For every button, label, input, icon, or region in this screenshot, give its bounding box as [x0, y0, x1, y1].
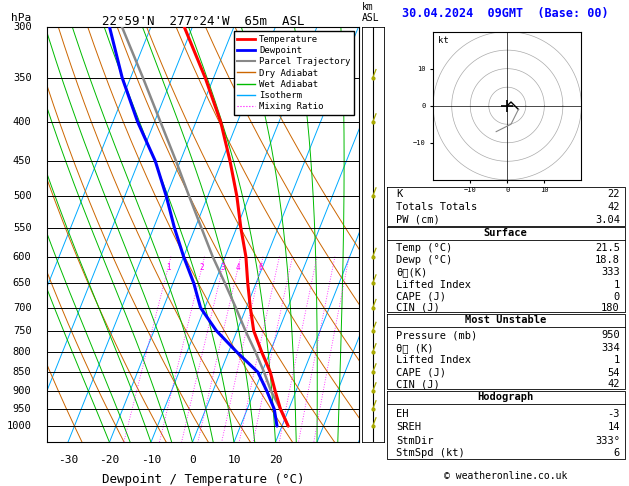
Text: 3: 3 — [220, 263, 225, 272]
Text: 54: 54 — [608, 368, 620, 378]
Text: 1: 1 — [614, 355, 620, 365]
Text: 8: 8 — [362, 73, 367, 83]
Text: Dewp (°C): Dewp (°C) — [396, 255, 453, 265]
Text: 850: 850 — [13, 367, 31, 377]
Text: 6: 6 — [259, 263, 263, 272]
Text: km
ASL: km ASL — [362, 2, 379, 22]
Text: SREH: SREH — [396, 422, 421, 433]
Text: 300: 300 — [13, 22, 31, 32]
Text: -30: -30 — [58, 455, 78, 465]
Text: 10: 10 — [227, 455, 241, 465]
Text: 500: 500 — [13, 191, 31, 201]
Text: Temp (°C): Temp (°C) — [396, 243, 453, 253]
Text: 450: 450 — [13, 156, 31, 166]
Text: 5: 5 — [362, 252, 367, 261]
Text: 22: 22 — [608, 189, 620, 199]
Text: LCL: LCL — [362, 408, 379, 417]
Text: 1: 1 — [362, 395, 367, 405]
Text: θᴄ(K): θᴄ(K) — [396, 267, 428, 278]
Text: EH: EH — [396, 409, 409, 419]
Text: K: K — [396, 189, 403, 199]
Text: 4: 4 — [362, 303, 367, 313]
Text: StmSpd (kt): StmSpd (kt) — [396, 449, 465, 458]
Text: 1000: 1000 — [7, 421, 31, 431]
Text: 4: 4 — [236, 263, 240, 272]
Text: 800: 800 — [13, 347, 31, 357]
Legend: Temperature, Dewpoint, Parcel Trajectory, Dry Adiabat, Wet Adiabat, Isotherm, Mi: Temperature, Dewpoint, Parcel Trajectory… — [234, 31, 354, 115]
Text: StmDir: StmDir — [396, 436, 434, 446]
Text: 18.8: 18.8 — [595, 255, 620, 265]
Text: 950: 950 — [601, 330, 620, 340]
Text: 42: 42 — [608, 202, 620, 211]
Text: -3: -3 — [608, 409, 620, 419]
Text: hPa: hPa — [11, 13, 31, 22]
Text: 350: 350 — [13, 73, 31, 83]
Text: 22°59'N  277°24'W  65m  ASL: 22°59'N 277°24'W 65m ASL — [102, 15, 304, 28]
Text: Dewpoint / Temperature (°C): Dewpoint / Temperature (°C) — [102, 473, 304, 486]
Text: Pressure (mb): Pressure (mb) — [396, 330, 477, 340]
Text: 333°: 333° — [595, 436, 620, 446]
Text: 3.04: 3.04 — [595, 214, 620, 225]
Text: 14: 14 — [608, 422, 620, 433]
Text: Mixing Ratio (g/kg): Mixing Ratio (g/kg) — [402, 179, 412, 290]
Text: CAPE (J): CAPE (J) — [396, 292, 447, 302]
Text: 3: 3 — [362, 347, 367, 357]
Text: 7: 7 — [362, 117, 367, 127]
Text: 6: 6 — [614, 449, 620, 458]
Text: 900: 900 — [13, 386, 31, 396]
Text: CIN (J): CIN (J) — [396, 379, 440, 389]
Text: Surface: Surface — [484, 228, 528, 238]
Text: 2: 2 — [199, 263, 204, 272]
Text: 42: 42 — [608, 379, 620, 389]
Text: -10: -10 — [141, 455, 161, 465]
Text: Lifted Index: Lifted Index — [396, 279, 471, 290]
Text: 0: 0 — [614, 292, 620, 302]
Text: 21.5: 21.5 — [595, 243, 620, 253]
Text: 180: 180 — [601, 303, 620, 312]
Text: 550: 550 — [13, 223, 31, 233]
Text: 650: 650 — [13, 278, 31, 288]
Text: 1: 1 — [614, 279, 620, 290]
Text: 950: 950 — [13, 404, 31, 414]
Text: kt: kt — [438, 36, 448, 45]
Text: Most Unstable: Most Unstable — [465, 314, 547, 325]
Text: -20: -20 — [99, 455, 120, 465]
Text: CIN (J): CIN (J) — [396, 303, 440, 312]
Text: 750: 750 — [13, 326, 31, 336]
Text: © weatheronline.co.uk: © weatheronline.co.uk — [444, 471, 567, 481]
Text: Lifted Index: Lifted Index — [396, 355, 471, 365]
Text: 334: 334 — [601, 343, 620, 353]
Text: 1: 1 — [166, 263, 170, 272]
Text: CAPE (J): CAPE (J) — [396, 368, 447, 378]
Text: θᴄ (K): θᴄ (K) — [396, 343, 434, 353]
Text: Hodograph: Hodograph — [477, 392, 534, 402]
Text: 700: 700 — [13, 303, 31, 313]
Text: PW (cm): PW (cm) — [396, 214, 440, 225]
Text: 600: 600 — [13, 252, 31, 261]
Text: 20: 20 — [269, 455, 282, 465]
Text: 6: 6 — [362, 191, 367, 201]
Text: 30.04.2024  09GMT  (Base: 00): 30.04.2024 09GMT (Base: 00) — [403, 7, 609, 20]
Text: 2: 2 — [362, 367, 367, 377]
Text: 333: 333 — [601, 267, 620, 278]
Text: Totals Totals: Totals Totals — [396, 202, 477, 211]
Text: 0: 0 — [189, 455, 196, 465]
Text: 400: 400 — [13, 117, 31, 127]
